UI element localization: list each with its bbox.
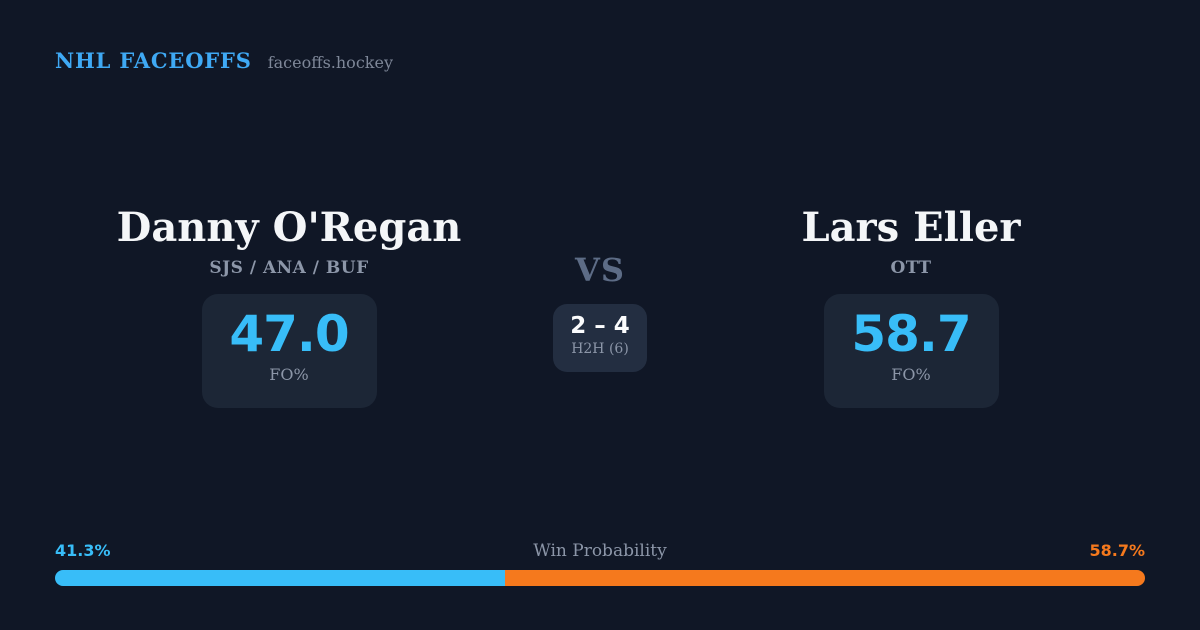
vs-label: VS xyxy=(575,251,625,289)
h2h-label: H2H (6) xyxy=(571,340,629,357)
win-probability-bar-left-segment xyxy=(55,570,506,586)
player-right-stat-label: FO% xyxy=(891,365,931,384)
player-right: Lars Eller OTT 58.7 FO% xyxy=(711,205,1111,408)
player-left-stat-label: FO% xyxy=(269,365,309,384)
player-right-faceoff-pct: 58.7 xyxy=(851,305,971,363)
player-left-teams: SJS / ANA / BUF xyxy=(209,258,369,278)
win-probability-title: Win Probability xyxy=(533,541,667,561)
player-left-name: Danny O'Regan xyxy=(116,204,462,251)
brand-domain: faceoffs.hockey xyxy=(267,53,393,72)
player-left-stat-card: 47.0 FO% xyxy=(201,294,377,408)
matchup-center: VS 2 – 4 H2H (6) xyxy=(500,251,700,372)
brand-title: NHL FACEOFFS xyxy=(55,48,252,73)
player-right-stat-card: 58.7 FO% xyxy=(823,294,999,408)
player-left: Danny O'Regan SJS / ANA / BUF 47.0 FO% xyxy=(89,205,489,408)
win-probability-right-pct: 58.7% xyxy=(1089,541,1146,560)
win-probability-bar xyxy=(55,570,1145,586)
header: NHL FACEOFFS faceoffs.hockey xyxy=(55,48,393,73)
win-probability-left-pct: 41.3% xyxy=(55,541,111,560)
h2h-score: 2 – 4 xyxy=(570,313,630,339)
win-probability-bar-right-segment xyxy=(505,570,1145,586)
player-right-name: Lars Eller xyxy=(801,204,1021,251)
player-left-faceoff-pct: 47.0 xyxy=(229,305,349,363)
win-probability-labels: 41.3% Win Probability 58.7% xyxy=(55,541,1145,561)
player-right-teams: OTT xyxy=(890,258,932,278)
h2h-card: 2 – 4 H2H (6) xyxy=(553,304,647,372)
win-probability-section: 41.3% Win Probability 58.7% xyxy=(55,541,1145,586)
